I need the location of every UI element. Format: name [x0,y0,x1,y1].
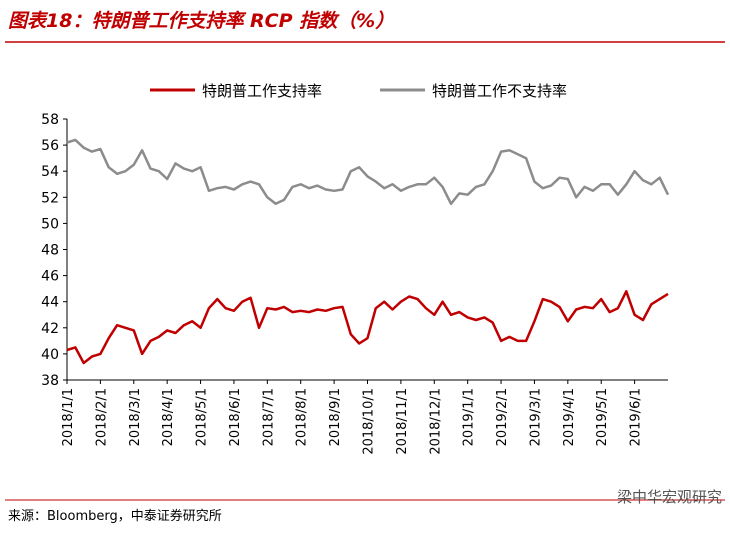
x-tick-label: 2018/10/1 [362,388,377,455]
x-tick-label: 2018/6/1 [228,388,243,446]
x-tick-label: 2018/1/1 [61,388,76,446]
x-tick-label: 2019/3/1 [528,388,543,446]
y-tick-label: 56 [41,138,59,154]
x-tick-label: 2018/12/1 [428,388,443,455]
y-tick-label: 58 [41,112,59,128]
y-tick-label: 50 [41,216,59,232]
y-tick-label: 42 [41,321,59,337]
series-line [66,138,670,206]
x-tick-label: 2019/1/1 [462,388,477,446]
watermark: 梁中华宏观研究 [617,488,722,506]
y-tick-label: 54 [41,164,59,180]
y-tick-label: 46 [41,269,59,285]
x-tick-label: 2019/4/1 [562,388,577,446]
chart-title: 图表18：特朗普工作支持率 RCP 指数（%） [8,10,394,32]
x-tick-label: 2019/6/1 [629,388,644,446]
legend-label: 特朗普工作不支持率 [432,82,567,100]
y-tick-label: 44 [41,295,59,311]
x-tick-label: 2019/2/1 [495,388,510,446]
source: 来源：Bloomberg，中泰证券研究所 [8,508,222,524]
series-line [66,290,669,365]
x-tick-label: 2018/3/1 [128,388,143,446]
x-tick-label: 2018/2/1 [94,388,109,446]
y-tick-label: 38 [41,373,59,389]
x-tick-label: 2018/8/1 [295,388,310,446]
x-tick-label: 2018/9/1 [328,388,343,446]
x-tick-label: 2018/11/1 [395,388,410,455]
x-tick-label: 2018/4/1 [161,388,176,446]
y-tick-label: 52 [41,190,59,206]
y-tick-label: 48 [41,243,59,259]
x-tick-label: 2019/5/1 [595,388,610,446]
x-tick-label: 2018/5/1 [195,388,210,446]
x-tick-label: 2018/7/1 [261,388,276,446]
y-tick-label: 40 [41,347,59,363]
legend-label: 特朗普工作支持率 [202,82,322,100]
